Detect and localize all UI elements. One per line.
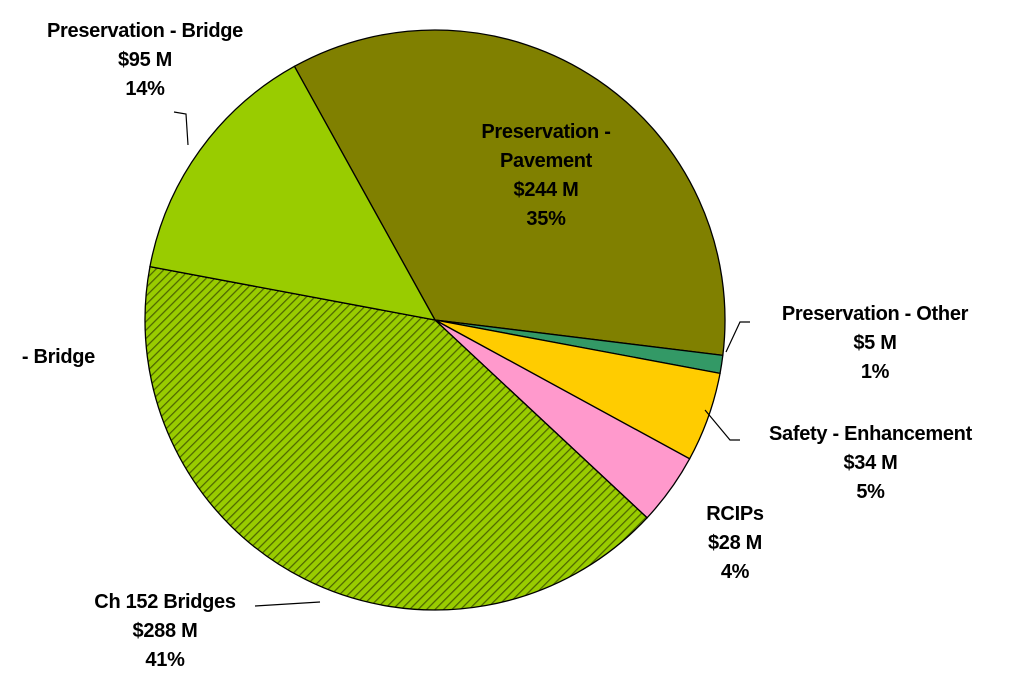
- pie-slice: [149, 65, 437, 321]
- slice-amount: $244 M: [513, 179, 579, 201]
- slice-amount: $28 M: [707, 532, 763, 554]
- slice-name: Preservation - Bridge: [47, 20, 243, 42]
- leader-line: [254, 601, 321, 607]
- slice-label: Preservation - Pavement $244 M 35%: [466, 118, 626, 234]
- pie-slice: [293, 29, 726, 357]
- slice-percent: 35%: [526, 208, 566, 230]
- slice-name: Safety - Enhancement: [769, 423, 972, 445]
- slice-name: Ch 152 Bridges: [94, 591, 236, 613]
- leaders: [173, 111, 750, 607]
- slice-amount: $95 M: [117, 49, 173, 71]
- slice-percent: 5%: [856, 481, 885, 503]
- slice-name: Preservation - Other: [781, 303, 969, 325]
- slice-percent: 14%: [125, 78, 165, 100]
- slice-label: RCIPs $28 M 4%: [690, 500, 780, 587]
- slice-amount: $288 M: [132, 620, 198, 642]
- slice-label: - Bridge: [0, 343, 95, 372]
- slice-name: - Bridge: [21, 346, 95, 368]
- slice-name: RCIPs: [706, 503, 764, 525]
- leader-line: [725, 321, 750, 353]
- leader-line: [704, 409, 740, 441]
- slice-percent: 1%: [860, 361, 890, 383]
- slice-percent: 4%: [720, 561, 750, 583]
- slice-label: Preservation - Bridge $95 M 14%: [10, 17, 280, 104]
- slice-label: Ch 152 Bridges $288 M 41%: [60, 588, 270, 675]
- slice-amount: $5 M: [853, 332, 897, 354]
- slice-amount: $34 M: [843, 452, 898, 474]
- slice-percent: 41%: [145, 649, 185, 671]
- slice-label: Preservation - Other $5 M 1%: [750, 300, 1000, 387]
- slice-label: Safety - Enhancement $34 M 5%: [738, 420, 1003, 507]
- slices: [144, 29, 726, 611]
- slice-name: Preservation - Pavement: [481, 121, 611, 172]
- leader-line: [173, 111, 189, 146]
- pie-slice: [144, 265, 649, 611]
